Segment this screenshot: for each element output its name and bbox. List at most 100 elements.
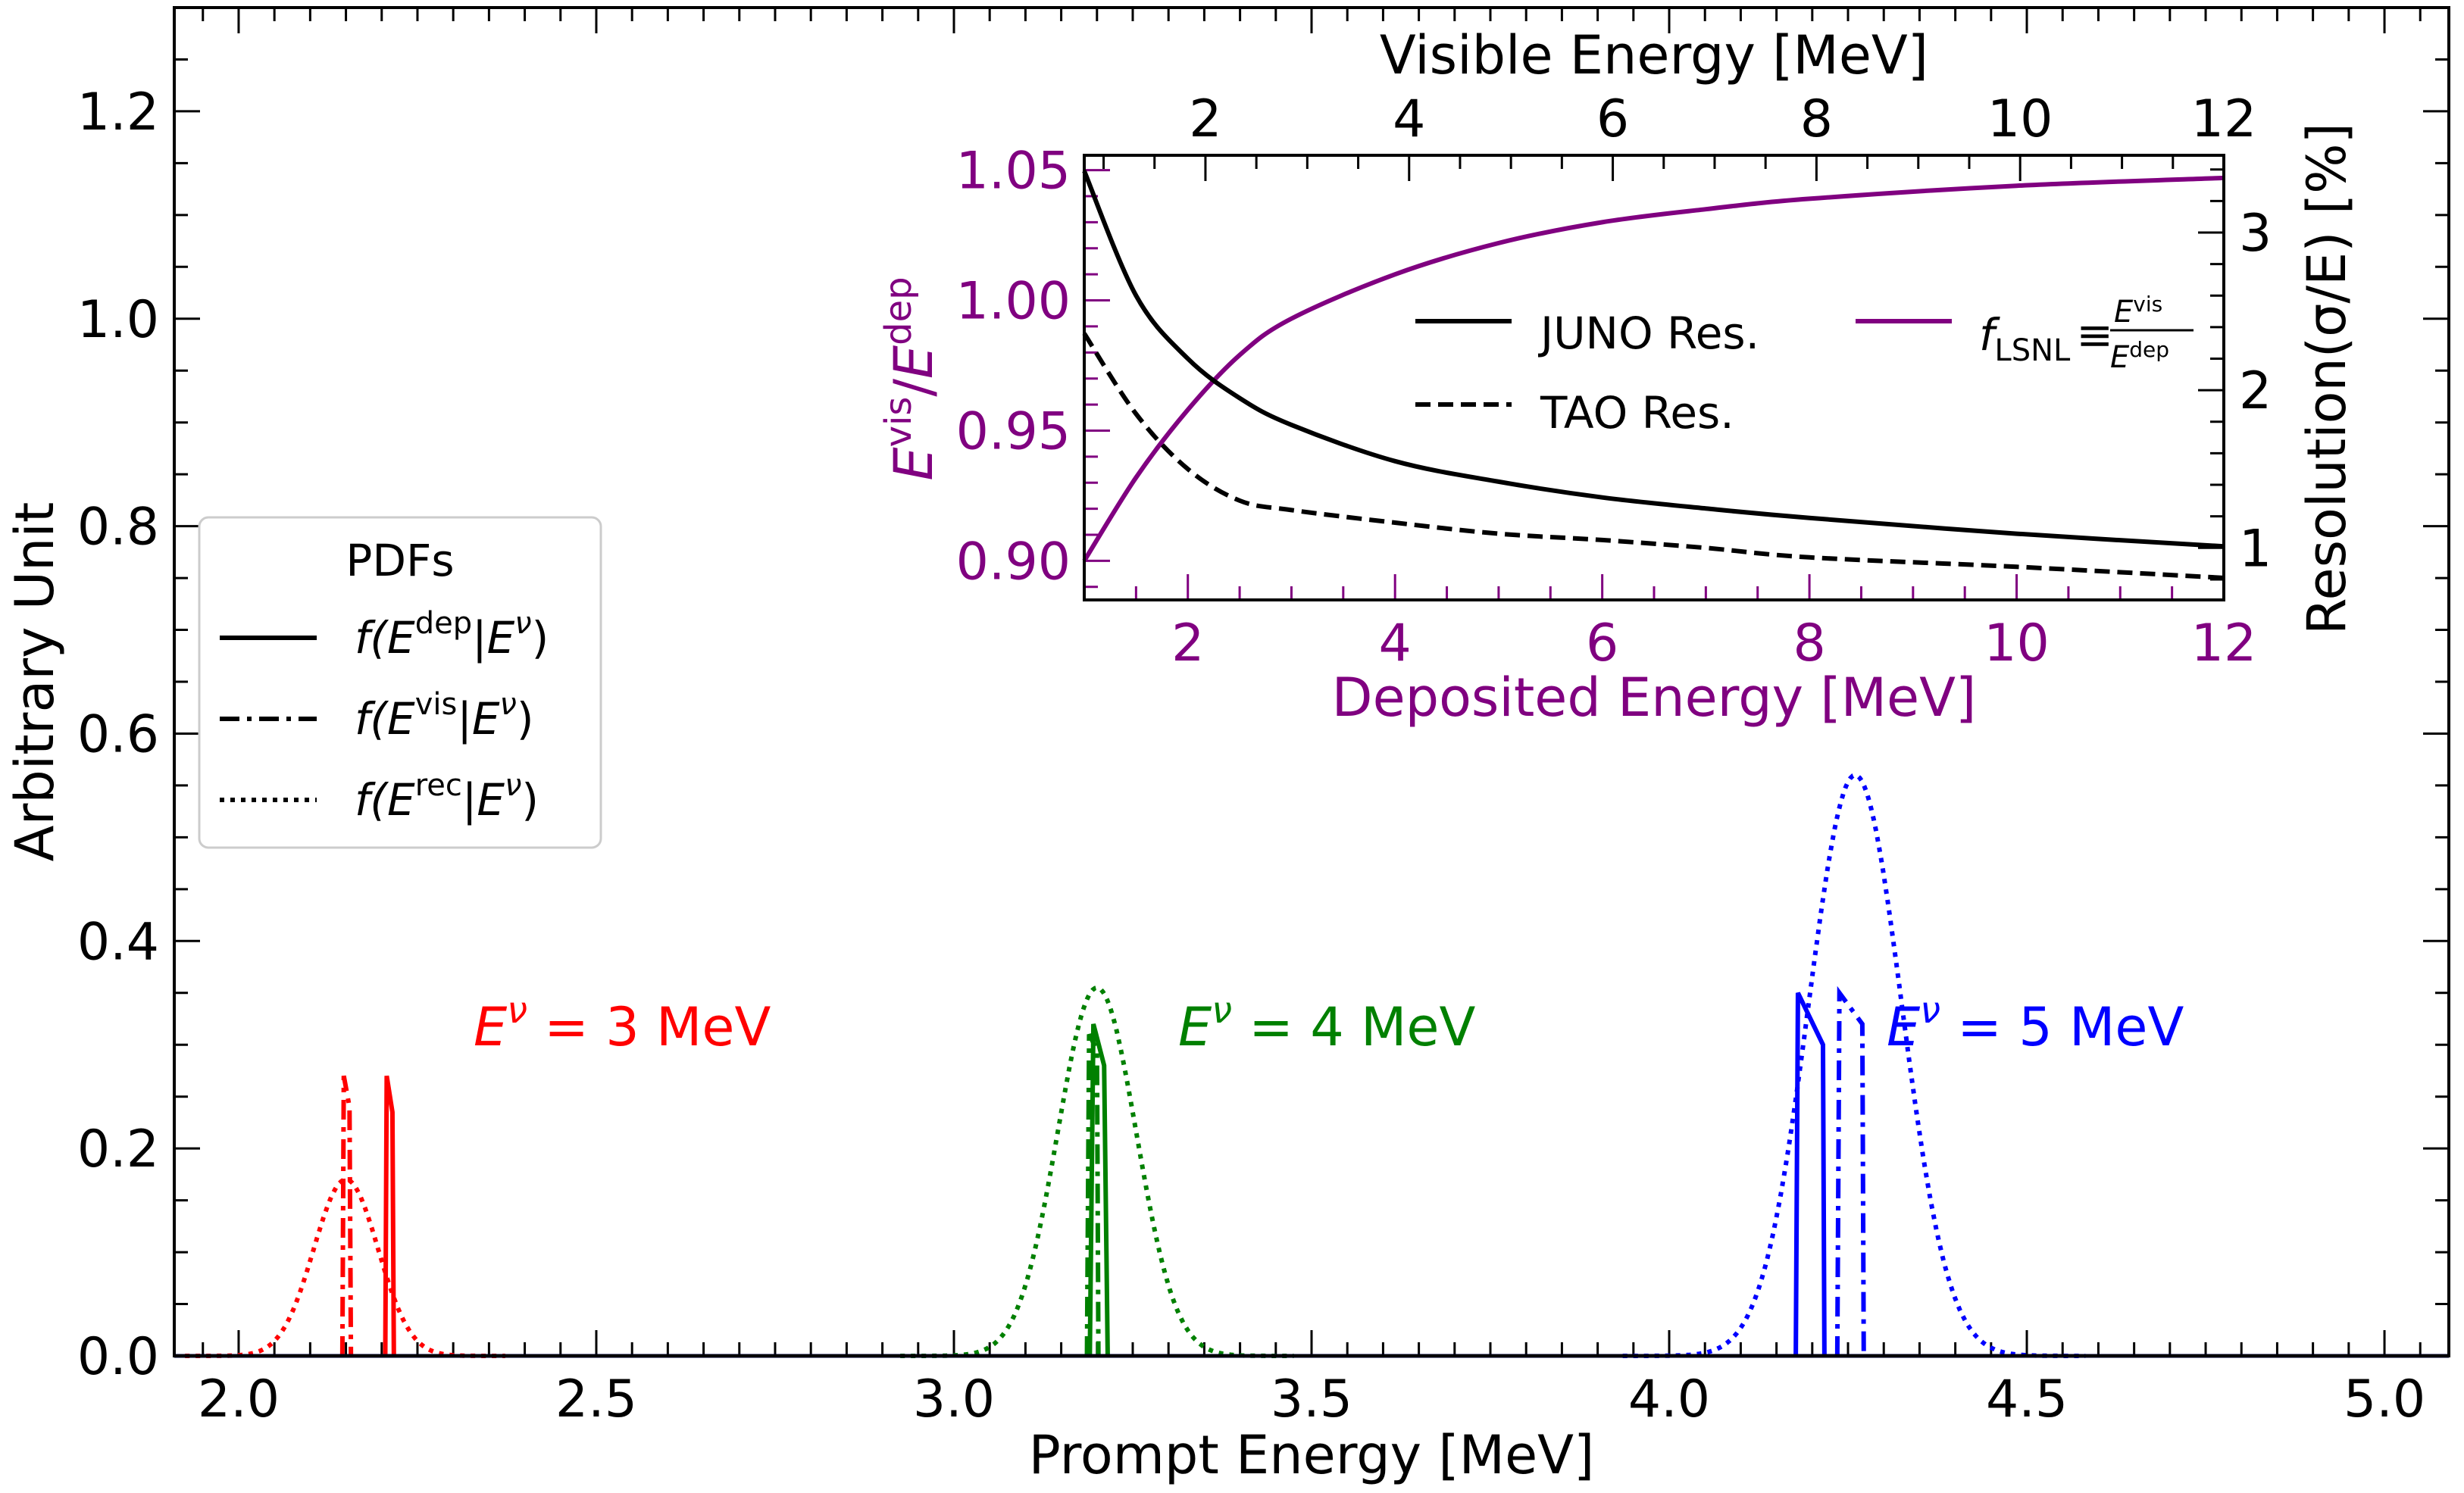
- legend-close: ): [532, 612, 549, 664]
- peak-annotation: Eν = 5 MeV: [1887, 989, 2184, 1058]
- ylabel-s1: vis: [877, 397, 920, 448]
- legend-label: f(Evis|Eν): [355, 687, 534, 745]
- lsnl-sub: LSNL: [1994, 333, 2071, 368]
- num-e: E: [2114, 295, 2134, 330]
- inset-axes-frame: [1083, 154, 2225, 601]
- annotation-text: = 5 MeV: [1940, 996, 2184, 1058]
- inset-x-tick-label: 6: [1586, 614, 1618, 673]
- main-plot: 2.0 2.5 3.0 3.5 4.0 4.5 5.0 0.0 0.2 0.4 0.6 0.8 1.0 1…: [77, 6, 2450, 1429]
- inset-series-tao-res-: [1082, 332, 2225, 580]
- inset-series-juno-res-: [1082, 170, 2225, 549]
- legend-f: f(E: [355, 612, 415, 664]
- lsnl-numerator: Evis: [2114, 292, 2162, 330]
- inset-x2-tick-label: 2: [1189, 89, 1221, 149]
- inset-x-tick-label: 8: [1793, 614, 1825, 673]
- legend-f: f(E: [355, 774, 415, 826]
- vis-pdf-line: [339, 1075, 354, 1357]
- legend-sup: vis: [415, 687, 458, 722]
- annotation-e: E: [1887, 996, 1921, 1058]
- legend-label-juno: JUNO Res.: [1538, 308, 1759, 359]
- y-tick-label: 1.2: [77, 83, 159, 142]
- y-axis-label: Arbitrary Unit: [4, 502, 66, 862]
- dep-pdf-line: [383, 1075, 396, 1357]
- inset-x-tick-label: 4: [1379, 614, 1412, 673]
- x-tick-label: 4.0: [1628, 1370, 1710, 1429]
- inset-y-tick-label: 0.95: [956, 401, 1071, 461]
- inset-top-axis-label: Visible Energy [MeV]: [1380, 24, 1928, 86]
- x-tick-label: 2.5: [555, 1370, 637, 1429]
- legend-sup: rec: [415, 768, 462, 803]
- legend-label: f(Edep|Eν): [355, 606, 549, 664]
- legend-title: PDFs: [346, 535, 454, 586]
- x-axis-label: Prompt Energy [MeV]: [1029, 1424, 1595, 1486]
- x-tick-label: 2.0: [198, 1370, 280, 1429]
- y-tick-label: 0.8: [77, 498, 159, 558]
- main-legend: PDFs f(Edep|Eν)f(Evis|Eν)f(Erec|Eν): [198, 516, 602, 849]
- inset-x2-tick-label: 8: [1800, 89, 1833, 149]
- legend-close: ): [517, 693, 534, 745]
- den-e: E: [2110, 340, 2130, 375]
- legend-mid: |E: [462, 774, 505, 826]
- legend-sup2: ν: [514, 606, 531, 641]
- legend-mid: |E: [457, 693, 500, 745]
- y-tick-label: 1.0: [77, 290, 159, 350]
- peak-annotation: Eν = 4 MeV: [1178, 989, 1475, 1058]
- peak-annotation: Eν = 3 MeV: [474, 989, 771, 1058]
- lsnl-denominator: Edep: [2110, 337, 2169, 375]
- ylabel-slash: /: [883, 379, 945, 397]
- annotation-e: E: [1178, 996, 1212, 1058]
- y-tick-label: 0.4: [77, 912, 159, 972]
- x-tick-label: 4.5: [1986, 1370, 2068, 1429]
- den-sup: dep: [2129, 337, 2169, 362]
- inset-series-f-lsnl: [1082, 175, 2225, 563]
- legend-mid: |E: [472, 612, 515, 664]
- inset-y-tick-label: 1.05: [956, 142, 1071, 201]
- inset-x2-tick-label: 10: [1987, 89, 2053, 149]
- ylabel-e1: E: [883, 447, 945, 481]
- inset-bottom-axis-label: Deposited Energy [MeV]: [1332, 667, 1977, 729]
- annotation-nu: ν: [1212, 989, 1232, 1032]
- inset-y2-tick-label: 1: [2239, 519, 2272, 579]
- legend-label-tao: TAO Res.: [1540, 387, 1734, 439]
- annotation-text: = 3 MeV: [527, 996, 771, 1058]
- inset-background: [909, 45, 2334, 750]
- inset-y2-tick-label: 2: [2239, 361, 2272, 421]
- inset-left-axis-label: Evis/Edep: [877, 276, 945, 480]
- annotation-nu: ν: [1920, 989, 1940, 1032]
- legend-sup2: ν: [500, 687, 517, 722]
- x-tick-label: 3.0: [913, 1370, 995, 1429]
- rec-pdf-line: [1622, 773, 2086, 1358]
- legend-sup2: ν: [505, 768, 521, 803]
- y-tick-label: 0.2: [77, 1120, 159, 1179]
- inset-x-tick-label: 2: [1171, 614, 1204, 673]
- ylabel-e2: E: [883, 345, 945, 379]
- lsnl-eq: ≡: [2076, 309, 2113, 361]
- dep-pdf-line: [1793, 992, 1827, 1357]
- legend-f: f(E: [355, 693, 415, 745]
- y-tick-label: 0.0: [77, 1327, 159, 1387]
- inset-x2-tick-label: 4: [1393, 89, 1425, 149]
- ylabel-s2: dep: [877, 276, 920, 345]
- inset-x-tick-label: 10: [1984, 614, 2050, 673]
- legend-close: ): [521, 774, 539, 826]
- inset-y-tick-label: 0.90: [956, 532, 1071, 592]
- vis-pdf-line: [1834, 985, 1866, 1357]
- inset-y2-tick-label: 3: [2239, 204, 2272, 264]
- inset-y-tick-label: 1.00: [956, 272, 1071, 332]
- inset-x2-tick-label: 6: [1596, 89, 1629, 149]
- annotation-nu: ν: [507, 989, 527, 1032]
- annotation-text: = 4 MeV: [1232, 996, 1475, 1058]
- inset-x2-tick-label: 12: [2191, 89, 2257, 149]
- legend-label-lsnl: fLSNL ≡: [1979, 309, 2113, 368]
- x-tick-label: 5.0: [2344, 1370, 2425, 1429]
- annotation-e: E: [474, 996, 508, 1058]
- inset-x-tick-label: 12: [2191, 614, 2257, 673]
- num-sup: vis: [2133, 292, 2162, 317]
- legend-sup: dep: [415, 606, 472, 641]
- legend-frame: [198, 516, 602, 849]
- dep-pdf-line: [1087, 1023, 1110, 1357]
- legend-label: f(Erec|Eν): [355, 768, 539, 826]
- x-tick-label: 3.5: [1271, 1370, 1352, 1429]
